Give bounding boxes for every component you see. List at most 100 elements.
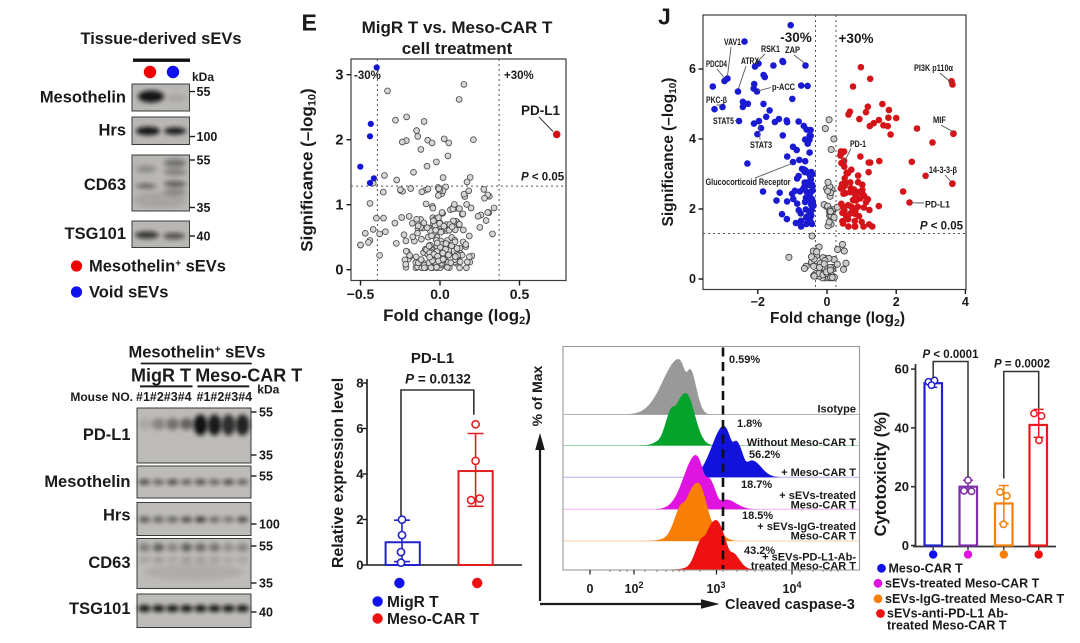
svg-text:MigR T: MigR T [131,366,191,386]
svg-text:PD-L1: PD-L1 [925,200,951,211]
svg-text:60: 60 [895,362,909,377]
svg-text:VAV1: VAV1 [724,37,742,48]
svg-text:4: 4 [962,295,969,309]
svg-text:% of Max: % of Max [529,365,545,426]
svg-text:+30%: +30% [504,70,534,82]
svg-text:Tissue-derived sEVs: Tissue-derived sEVs [80,30,241,48]
svg-text:Hrs: Hrs [98,122,126,140]
svg-text:Fold change (log2): Fold change (log2) [770,310,905,329]
svg-text:+ Meso-CAR T: + Meso-CAR T [781,467,856,479]
svg-text:PDCD4: PDCD4 [706,59,727,70]
svg-text:1.8%: 1.8% [737,418,762,430]
svg-text:Without Meso-CAR T: Without Meso-CAR T [747,437,857,449]
svg-text:Mouse NO.: Mouse NO. [70,390,133,404]
svg-text:Significance (–log10): Significance (–log10) [660,78,679,227]
svg-text:43.2%: 43.2% [744,545,775,557]
svg-text:MigR T: MigR T [387,594,439,611]
svg-text:6: 6 [689,62,696,76]
svg-text:2: 2 [356,512,363,527]
svg-text:cell treatment: cell treatment [402,39,513,58]
svg-text:56.2%: 56.2% [749,449,780,461]
svg-text:P = 0.0002: P = 0.0002 [994,359,1050,371]
svg-text:2: 2 [689,202,696,216]
svg-text:MIF: MIF [933,115,946,126]
svg-text:CD63: CD63 [84,176,126,194]
svg-text:PKC-β: PKC-β [706,95,727,106]
svg-text:P < 0.0001: P < 0.0001 [923,349,980,361]
svg-text:0: 0 [356,558,363,573]
svg-text:Mesothelin+ sEVs: Mesothelin+ sEVs [89,258,226,276]
svg-text:p-ACC: p-ACC [772,82,795,93]
svg-text:18.5%: 18.5% [742,510,773,522]
svg-text:Cytotoxicity (%): Cytotoxicity (%) [872,412,890,537]
svg-text:Glucocorticoid Receptor: Glucocorticoid Receptor [706,177,791,188]
svg-text:-30%: -30% [780,30,812,45]
svg-text:sEVs-IgG-treated Meso-CAR T: sEVs-IgG-treated Meso-CAR T [885,592,1065,606]
svg-text:8: 8 [356,376,363,391]
svg-text:STAT3: STAT3 [750,140,772,151]
svg-text:55: 55 [259,406,273,420]
svg-text:sEVs-anti-PD-L1 Ab-: sEVs-anti-PD-L1 Ab- [887,607,1008,621]
svg-text:3: 3 [335,68,343,84]
svg-text:Void sEVs: Void sEVs [89,284,168,302]
svg-text:Meso-CAR T: Meso-CAR T [889,562,964,576]
svg-text:Isotype: Isotype [817,404,856,416]
svg-text:Mesothelin+ sEVs: Mesothelin+ sEVs [129,344,266,362]
svg-text:TSG101: TSG101 [69,600,130,618]
svg-text:PD-1: PD-1 [850,139,867,150]
svg-text:55: 55 [259,540,273,554]
svg-text:Hrs: Hrs [103,507,131,525]
svg-text:1: 1 [335,198,343,214]
svg-text:kDa: kDa [257,383,279,397]
svg-text:treated Meso-CAR T: treated Meso-CAR T [751,561,856,573]
svg-text:18.7%: 18.7% [741,479,772,491]
svg-text:20: 20 [895,479,909,494]
svg-text:55: 55 [197,85,211,99]
svg-text:Fold change (log2): Fold change (log2) [383,306,531,327]
svg-text:100: 100 [197,130,218,144]
svg-text:PD-L1: PD-L1 [521,103,560,118]
svg-text:40: 40 [895,420,909,435]
svg-text:treated Meso-CAR T: treated Meso-CAR T [887,619,1007,633]
svg-text:kDa: kDa [192,70,214,84]
svg-text:E: E [302,10,317,36]
svg-text:55: 55 [259,470,273,484]
svg-text:0.0: 0.0 [430,286,450,302]
svg-text:0.59%: 0.59% [729,354,760,366]
svg-text:+30%: +30% [839,31,874,46]
svg-text:0: 0 [335,263,343,279]
svg-text:2: 2 [335,133,343,149]
svg-text:+ sEVs-IgG-treated: + sEVs-IgG-treated [757,521,856,533]
svg-text:ATRX: ATRX [741,56,759,67]
svg-text:0: 0 [902,538,909,553]
svg-text:0: 0 [824,295,831,309]
svg-text:ZAP: ZAP [785,45,801,56]
svg-text:P < 0.05: P < 0.05 [521,172,565,184]
svg-text:#1#2#3#4: #1#2#3#4 [136,390,192,404]
svg-text:40: 40 [197,230,211,244]
svg-text:4: 4 [689,132,696,146]
svg-text:Meso-CAR T: Meso-CAR T [791,500,857,512]
svg-text:Meso-CAR T: Meso-CAR T [791,531,857,543]
svg-text:35: 35 [259,577,273,591]
svg-text:−2: −2 [751,295,765,309]
svg-text:0: 0 [587,582,594,596]
svg-text:sEVs-treated Meso-CAR T: sEVs-treated Meso-CAR T [885,577,1040,591]
svg-text:0: 0 [689,272,696,286]
svg-text:4: 4 [356,467,364,482]
svg-text:35: 35 [197,201,211,215]
svg-text:Mesothelin: Mesothelin [44,473,130,491]
svg-text:100: 100 [259,518,280,532]
svg-text:Cleaved caspase-3: Cleaved caspase-3 [725,597,855,613]
svg-text:14-3-3-β: 14-3-3-β [929,165,957,176]
svg-text:Significance (–log10): Significance (–log10) [298,88,319,251]
svg-text:P < 0.05: P < 0.05 [920,221,964,233]
svg-text:Meso-CAR T: Meso-CAR T [387,611,480,628]
svg-text:CD63: CD63 [88,554,130,572]
svg-text:55: 55 [197,154,211,168]
svg-text:40: 40 [259,606,273,620]
svg-text:P = 0.0132: P = 0.0132 [405,372,471,387]
svg-text:Mesothelin: Mesothelin [40,89,126,107]
svg-text:Relative expression level: Relative expression level [330,378,347,568]
svg-text:-30%: -30% [354,70,381,82]
